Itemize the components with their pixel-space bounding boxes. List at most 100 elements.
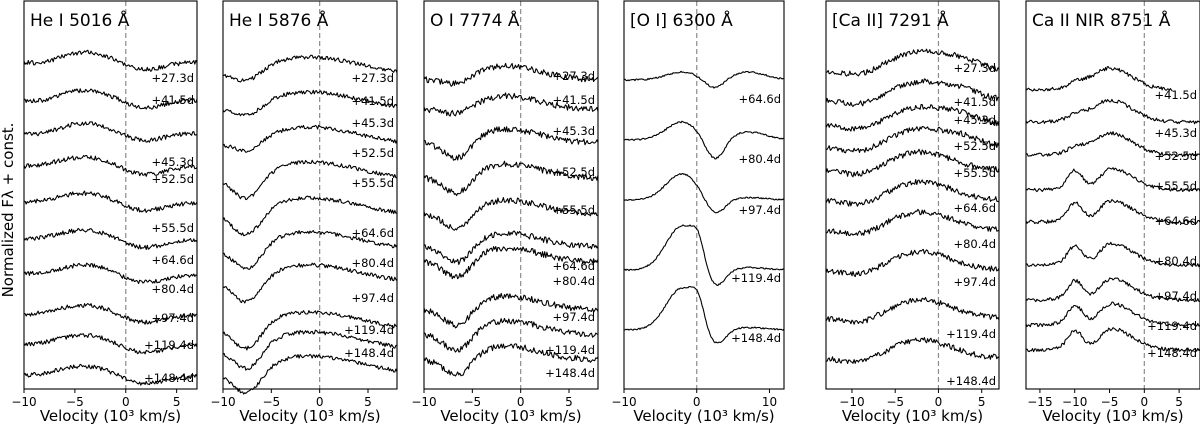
spectrum-line bbox=[222, 262, 398, 304]
spectrum-line bbox=[624, 120, 785, 160]
x-tick-label: 0 bbox=[1140, 395, 1148, 409]
epoch-label: +80.4d bbox=[151, 282, 194, 296]
spectrum-line bbox=[826, 208, 1000, 237]
spectrum-line bbox=[423, 343, 599, 377]
spectrum-line bbox=[23, 88, 198, 110]
epoch-label: +52.5d bbox=[351, 146, 394, 160]
epoch-label: +119.4d bbox=[545, 343, 595, 357]
x-tick-label: −10 bbox=[1062, 395, 1087, 409]
spectrum-line bbox=[623, 70, 785, 89]
x-axis-label: Velocity (10³ km/s) bbox=[1042, 407, 1183, 425]
spectrum-line bbox=[825, 337, 1000, 365]
epoch-label: +148.4d bbox=[144, 371, 194, 385]
epoch-label: +41.5d bbox=[351, 94, 394, 108]
x-tick-label: 0 bbox=[517, 395, 525, 409]
epoch-label: +64.6d bbox=[151, 253, 194, 267]
epoch-label: +41.5d bbox=[151, 93, 194, 107]
x-tick-label: 5 bbox=[173, 395, 181, 409]
spectrum-line bbox=[1025, 66, 1173, 92]
epoch-label: +148.4d bbox=[1147, 346, 1197, 360]
epoch-label: +97.4d bbox=[151, 311, 194, 325]
spectrum-line bbox=[1025, 301, 1200, 328]
epoch-label: +119.4d bbox=[344, 323, 394, 337]
x-axis-label: Velocity (10³ km/s) bbox=[239, 407, 380, 425]
panel-5: +27.3d +41.5d +45.3d +52.5d +55.5d +64.6d +80.… bbox=[825, 0, 1000, 425]
spectrum-line bbox=[222, 124, 398, 153]
x-axis-label: Velocity (10³ km/s) bbox=[40, 407, 181, 425]
spectrum-line bbox=[825, 148, 1000, 178]
epoch-label: +52.5d bbox=[151, 172, 194, 186]
spectrum-line bbox=[1025, 241, 1200, 268]
epoch-label: +27.3d bbox=[351, 71, 394, 85]
x-tick-label: −5 bbox=[1101, 395, 1119, 409]
panel-frame bbox=[23, 0, 198, 390]
epoch-label: +52.5d bbox=[1154, 149, 1197, 163]
epoch-label: +64.6d bbox=[1154, 214, 1197, 228]
panel-6: +41.5d +45.3d +52.5d +55.5d +64.6d +80.4d +97.… bbox=[1025, 0, 1200, 425]
spectrum-line bbox=[23, 227, 198, 251]
epoch-label: +55.5d bbox=[953, 166, 996, 180]
spectrum-line bbox=[23, 303, 198, 325]
x-tick-label: 0 bbox=[935, 395, 943, 409]
spectrum-line bbox=[825, 78, 1000, 108]
panel-frame bbox=[222, 0, 398, 390]
epoch-label: +119.4d bbox=[1147, 319, 1197, 333]
x-tick-label: 5 bbox=[565, 395, 573, 409]
panel-frame bbox=[623, 0, 785, 390]
spectrum-line bbox=[825, 126, 1000, 154]
epoch-label: +80.4d bbox=[1154, 254, 1197, 268]
panel-title: O I 7774 Å bbox=[430, 9, 520, 31]
spectrum-line bbox=[1026, 327, 1200, 353]
x-tick-label: −15 bbox=[1027, 395, 1052, 409]
x-tick-label: 0 bbox=[122, 395, 130, 409]
panel-2: +27.3d +41.5d +45.3d +52.5d +55.5d +64.6d +80.… bbox=[210, 0, 398, 425]
spectrum-line bbox=[23, 154, 198, 177]
epoch-label: +55.5d bbox=[1154, 179, 1197, 193]
epoch-label: +41.5d bbox=[953, 95, 996, 109]
x-tick-label: −5 bbox=[886, 395, 904, 409]
epoch-label: +80.4d bbox=[351, 256, 394, 270]
spectrum-line bbox=[423, 292, 599, 329]
epoch-label: +55.5d bbox=[151, 221, 194, 235]
x-axis-label: Velocity (10³ km/s) bbox=[440, 407, 581, 425]
spectrum-line bbox=[825, 248, 1000, 278]
x-tick-label: 5 bbox=[1175, 395, 1183, 409]
spectrum-line bbox=[825, 296, 1000, 325]
epoch-label: +119.4d bbox=[946, 327, 996, 341]
epoch-label: +148.4d bbox=[946, 374, 996, 388]
spectrum-line bbox=[423, 160, 599, 197]
x-tick-label: −10 bbox=[611, 395, 636, 409]
panel-frame bbox=[1025, 0, 1200, 390]
x-tick-label: −10 bbox=[411, 395, 436, 409]
spectrum-line bbox=[222, 159, 398, 201]
spectrum-line bbox=[23, 190, 198, 213]
spectrum-line bbox=[222, 195, 398, 237]
spectrum-line bbox=[222, 329, 398, 371]
spectrum-line bbox=[825, 48, 1000, 77]
spectrum-line bbox=[222, 89, 398, 117]
epoch-label: +64.6d bbox=[738, 92, 781, 106]
epoch-label: +55.5d bbox=[351, 176, 394, 190]
epoch-label: +148.4d bbox=[344, 346, 394, 360]
x-tick-label: 0 bbox=[316, 395, 324, 409]
epoch-label: +97.4d bbox=[552, 310, 595, 324]
panel-title: [O I] 6300 Å bbox=[630, 9, 733, 31]
epoch-label: +148.4d bbox=[545, 366, 595, 380]
epoch-label: +55.5d bbox=[552, 203, 595, 217]
x-tick-label: −10 bbox=[210, 395, 235, 409]
x-tick-label: 0 bbox=[693, 395, 701, 409]
spectrum-line bbox=[623, 224, 785, 286]
epoch-label: +45.3d bbox=[552, 124, 595, 138]
x-tick-label: −5 bbox=[66, 395, 84, 409]
epoch-label: +27.3d bbox=[552, 69, 595, 83]
spectrum-line bbox=[222, 310, 398, 351]
panel-title: He I 5016 Å bbox=[30, 9, 130, 31]
panel-title: Ca II NIR 8751 Å bbox=[1032, 9, 1171, 31]
spectrum-line bbox=[23, 363, 198, 386]
epoch-label: +45.3d bbox=[1154, 126, 1197, 140]
panel-frame bbox=[825, 0, 1000, 390]
panel-title: [Ca II] 7291 Å bbox=[832, 9, 949, 31]
y-axis-label: Normalized Fλ + const. bbox=[0, 123, 17, 298]
epoch-label: +41.5d bbox=[552, 93, 595, 107]
